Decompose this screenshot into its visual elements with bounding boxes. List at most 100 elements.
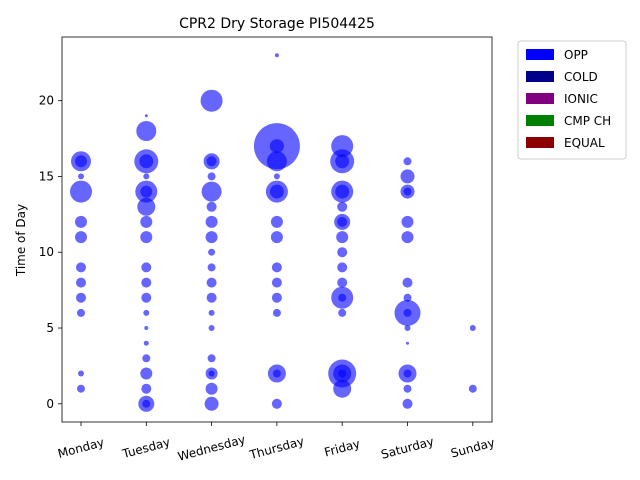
- data-point: [270, 231, 283, 244]
- data-point: [206, 156, 217, 167]
- data-point: [76, 292, 86, 303]
- data-point: [335, 154, 350, 169]
- data-point: [403, 308, 412, 317]
- data-point: [266, 151, 287, 172]
- data-point: [143, 173, 150, 180]
- data-point: [78, 370, 84, 377]
- data-point: [271, 398, 282, 409]
- data-point: [141, 277, 152, 288]
- y-tick-label: 15: [39, 169, 54, 183]
- data-point: [403, 384, 412, 393]
- data-point: [207, 354, 216, 363]
- data-point: [468, 384, 477, 393]
- data-point: [402, 277, 413, 288]
- data-point: [136, 121, 157, 141]
- legend-swatch: [526, 93, 554, 104]
- data-point: [77, 384, 85, 393]
- data-point: [402, 398, 413, 409]
- data-point: [337, 216, 348, 227]
- data-point: [205, 215, 218, 228]
- data-points: [70, 53, 477, 412]
- y-tick-label: 10: [39, 245, 54, 259]
- data-point: [140, 367, 153, 380]
- data-point: [401, 231, 414, 244]
- data-point: [142, 354, 151, 363]
- data-point: [207, 172, 216, 181]
- data-point: [144, 326, 149, 330]
- data-point: [271, 292, 282, 303]
- data-point: [271, 262, 282, 273]
- data-point: [401, 215, 414, 228]
- data-point: [204, 396, 219, 411]
- data-point: [331, 135, 354, 158]
- data-point: [75, 215, 87, 228]
- data-point: [338, 293, 347, 302]
- data-point: [271, 277, 282, 288]
- data-point: [142, 399, 151, 408]
- data-point: [338, 308, 347, 317]
- data-point: [208, 248, 216, 256]
- data-point: [143, 340, 149, 346]
- data-point: [141, 383, 152, 394]
- data-point: [206, 201, 217, 212]
- data-point: [205, 382, 218, 395]
- data-point: [141, 262, 152, 273]
- data-point: [200, 89, 223, 112]
- data-point: [207, 263, 216, 272]
- y-tick-label: 0: [46, 397, 54, 411]
- data-point: [274, 53, 279, 58]
- legend-swatch: [526, 137, 554, 148]
- data-point: [337, 201, 348, 212]
- data-point: [141, 292, 152, 303]
- data-point: [269, 139, 284, 154]
- data-point: [403, 157, 412, 166]
- data-point: [404, 325, 411, 331]
- data-point: [140, 185, 153, 198]
- data-point: [337, 262, 348, 273]
- plot-area: [62, 37, 492, 422]
- legend-swatch: [526, 71, 554, 82]
- legend-label: OPP: [564, 48, 588, 62]
- data-point: [337, 247, 348, 258]
- data-point: [335, 184, 350, 199]
- data-point: [206, 277, 217, 288]
- data-point: [403, 293, 412, 302]
- chart-title: CPR2 Dry Storage PI504425: [179, 16, 375, 32]
- data-point: [75, 155, 87, 168]
- data-point: [270, 215, 283, 228]
- data-point: [406, 341, 409, 345]
- data-point: [403, 369, 412, 378]
- data-point: [333, 379, 352, 398]
- legend-label: IONIC: [564, 92, 598, 106]
- legend-label: EQUAL: [564, 136, 605, 150]
- data-point: [75, 231, 87, 244]
- data-point: [269, 184, 284, 199]
- data-point: [206, 292, 217, 303]
- data-point: [273, 173, 280, 180]
- data-point: [76, 277, 86, 288]
- data-point: [336, 231, 349, 244]
- y-tick-label: 20: [39, 94, 54, 108]
- data-point: [77, 308, 85, 317]
- data-point: [137, 197, 156, 216]
- data-point: [338, 369, 347, 378]
- data-point: [140, 231, 153, 244]
- legend-label: CMP CH: [564, 114, 611, 128]
- legend-frame: [517, 40, 627, 160]
- data-point: [272, 308, 281, 317]
- data-point: [337, 277, 348, 288]
- data-point: [400, 169, 415, 184]
- data-point: [272, 369, 281, 378]
- data-point: [144, 114, 148, 118]
- data-point: [208, 370, 215, 377]
- y-tick-label: 5: [46, 321, 54, 335]
- data-point: [201, 181, 222, 202]
- y-axis-label: Time of Day: [14, 204, 28, 277]
- data-point: [208, 325, 215, 331]
- data-point: [140, 215, 153, 228]
- data-point: [139, 154, 154, 169]
- legend-swatch: [526, 49, 554, 60]
- legend: OPP COLD IONIC CMP CH EQUAL: [517, 40, 627, 160]
- legend-label: COLD: [564, 70, 598, 84]
